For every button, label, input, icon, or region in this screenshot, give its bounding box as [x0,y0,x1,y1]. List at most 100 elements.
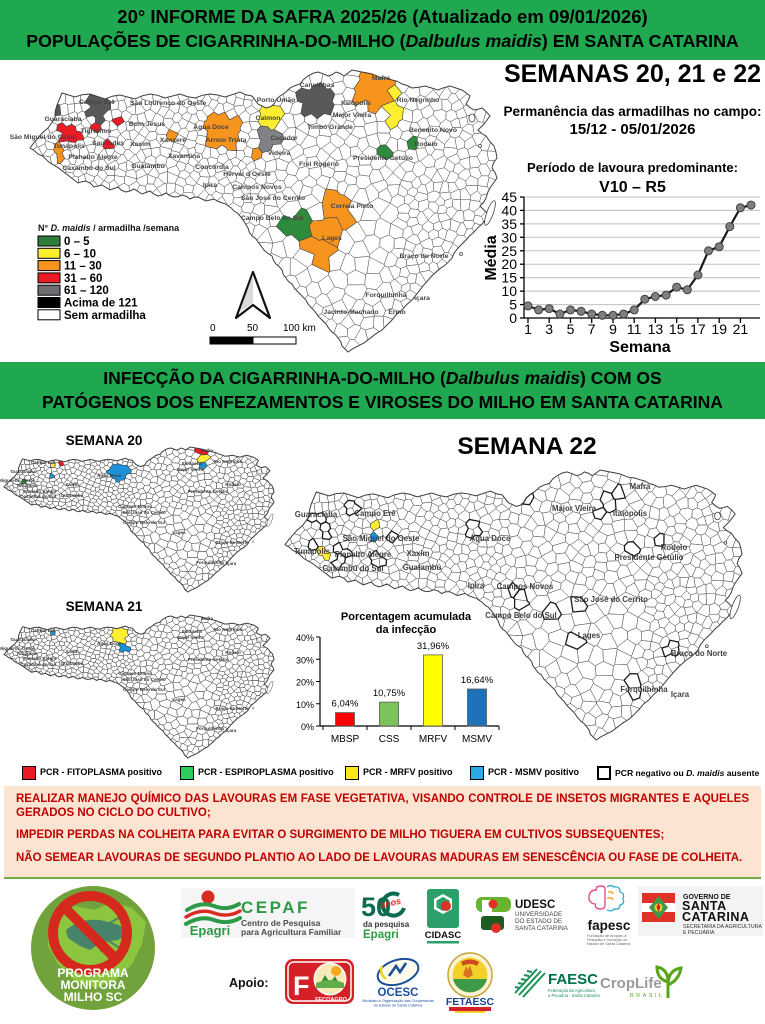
svg-text:Guaraciaba: Guaraciaba [44,116,81,123]
svg-text:FECOAGRO: FECOAGRO [315,997,348,1003]
svg-text:Caxambú do Sul: Caxambú do Sul [20,494,56,499]
svg-text:Lages: Lages [578,631,601,640]
svg-text:Rio Negrinho: Rio Negrinho [214,627,243,632]
svg-text:Xanxerê: Xanxerê [160,137,187,144]
svg-text:Frei Rogério: Frei Rogério [299,161,339,168]
svg-text:10: 10 [501,283,517,299]
svg-text:Rio Negrinho: Rio Negrinho [214,459,243,464]
svg-text:da infecção: da infecção [376,624,437,636]
svg-text:Mafra: Mafra [201,448,214,453]
svg-text:Saudades: Saudades [92,140,124,147]
svg-text:Xavantina: Xavantina [168,153,200,160]
svg-text:CATARINA: CATARINA [682,910,749,924]
svg-text:100 km: 100 km [283,323,316,334]
svg-text:Timbó Grande: Timbó Grande [307,124,353,131]
svg-text:Campos Novos: Campos Novos [497,582,554,591]
svg-text:São Miguel do Oeste: São Miguel do Oeste [0,646,35,651]
svg-text:Presidente Getúlio: Presidente Getúlio [188,657,229,662]
svg-text:DO ESTADO DE: DO ESTADO DE [515,918,562,925]
svg-text:15: 15 [669,321,685,337]
svg-text:30%: 30% [296,655,314,665]
svg-text:7: 7 [588,321,596,337]
svg-text:Benedito Novo: Benedito Novo [409,127,457,134]
svg-text:Arroio Trinta: Arroio Trinta [206,137,247,144]
svg-text:São José do Cerrito: São José do Cerrito [122,510,166,515]
svg-text:Tunápolis: Tunápolis [294,547,331,556]
svg-text:MSMV: MSMV [462,734,492,745]
svg-text:Bom Jesus: Bom Jesus [129,121,165,128]
svg-text:0 – 5: 0 – 5 [64,236,90,248]
svg-text:Major Vieira: Major Vieira [333,112,372,119]
svg-text:Campo Erê: Campo Erê [79,99,115,106]
svg-text:45: 45 [501,189,517,205]
svg-text:Sem armadilha: Sem armadilha [64,310,146,322]
svg-text:Média: Média [483,235,500,280]
svg-text:Braço do Norte: Braço do Norte [215,706,249,711]
svg-text:Rodeio: Rodeio [661,543,688,552]
svg-text:São José do Cerrito: São José do Cerrito [122,677,166,682]
svg-text:40: 40 [501,202,517,218]
svg-text:Campo Belo do Sul: Campo Belo do Sul [123,687,165,692]
svg-text:Campo Erê: Campo Erê [354,509,396,518]
svg-text:Ermo: Ermo [388,309,405,316]
svg-text:SANTA: SANTA [682,899,727,913]
svg-text:Presidente Getúlio: Presidente Getúlio [615,553,684,562]
svg-text:6 – 10: 6 – 10 [64,248,96,260]
svg-text:31 – 60: 31 – 60 [64,273,102,285]
svg-text:FAESC: FAESC [548,971,598,988]
svg-text:11: 11 [627,321,642,337]
svg-text:Guaraciaba: Guaraciaba [295,510,338,519]
svg-text:Campo Belo do Sul: Campo Belo do Sul [485,611,556,620]
svg-text:30: 30 [501,229,517,245]
svg-text:35: 35 [501,216,517,232]
svg-text:50: 50 [247,323,259,334]
svg-text:Porto União: Porto União [257,97,296,104]
svg-text:São José do Cerrito: São José do Cerrito [241,195,305,202]
svg-text:Mafra: Mafra [201,616,214,621]
svg-text:e Pecuária - Santa Catarina: e Pecuária - Santa Catarina [548,993,600,998]
svg-text:Guatambú: Guatambú [61,661,84,666]
svg-text:Caçador: Caçador [270,135,298,142]
svg-text:Ipira: Ipira [203,182,218,189]
svg-text:Canoinhas: Canoinhas [300,82,335,89]
svg-text:Porcentagem acumulada: Porcentagem acumulada [341,611,472,623]
svg-text:25: 25 [501,243,517,259]
svg-text:UNIVERSIDADE: UNIVERSIDADE [515,911,562,918]
svg-text:Guaraciaba: Guaraciaba [10,469,35,474]
svg-text:Rodeio: Rodeio [414,141,437,148]
svg-text:5: 5 [567,321,575,337]
svg-text:da pesquisa: da pesquisa [363,920,410,929]
svg-text:Major Vieira: Major Vieira [552,504,597,513]
svg-text:Sindicato e Organização das Co: Sindicato e Organização das Cooperativas [362,999,434,1003]
svg-text:São Miguel do Oeste: São Miguel do Oeste [343,534,420,543]
svg-text:Planalto Alegre: Planalto Alegre [68,154,117,161]
svg-text:10,75%: 10,75% [373,688,406,699]
svg-text:40%: 40% [296,633,314,643]
svg-text:Jacinto Machado: Jacinto Machado [323,309,378,316]
svg-text:Acima de 121: Acima de 121 [64,298,138,310]
svg-text:19: 19 [711,321,727,337]
svg-text:13: 13 [648,321,664,337]
svg-text:Epagri: Epagri [363,929,399,941]
svg-text:Major Vieira: Major Vieira [177,467,203,472]
svg-text:Guatambú: Guatambú [403,563,442,572]
svg-text:Correia Pinto: Correia Pinto [331,203,374,210]
svg-text:CropLife: CropLife [600,975,662,992]
svg-text:fapesc: fapesc [588,918,631,933]
svg-text:Campo Belo do Sul: Campo Belo do Sul [241,215,303,222]
svg-text:Campo Erê: Campo Erê [31,460,56,465]
svg-text:Rio Negrinho: Rio Negrinho [397,97,440,104]
svg-text:Tunápolis: Tunápolis [16,651,38,656]
svg-text:Içara: Içara [226,561,237,566]
svg-text:Itaiópolis: Itaiópolis [182,629,203,634]
svg-text:São Miguel do Oeste: São Miguel do Oeste [10,134,77,141]
svg-text:Lages: Lages [172,530,186,535]
svg-text:Centro de Pesquisa: Centro de Pesquisa [241,918,321,928]
svg-text:Videira: Videira [268,150,291,157]
svg-text:Lages: Lages [172,697,186,702]
svg-text:MBSP: MBSP [331,734,360,745]
svg-text:Braço do Norte: Braço do Norte [399,253,448,260]
svg-text:Caxambú do Sul: Caxambú do Sul [62,165,115,172]
svg-text:0%: 0% [301,722,314,732]
svg-text:Guatambú: Guatambú [61,493,84,498]
